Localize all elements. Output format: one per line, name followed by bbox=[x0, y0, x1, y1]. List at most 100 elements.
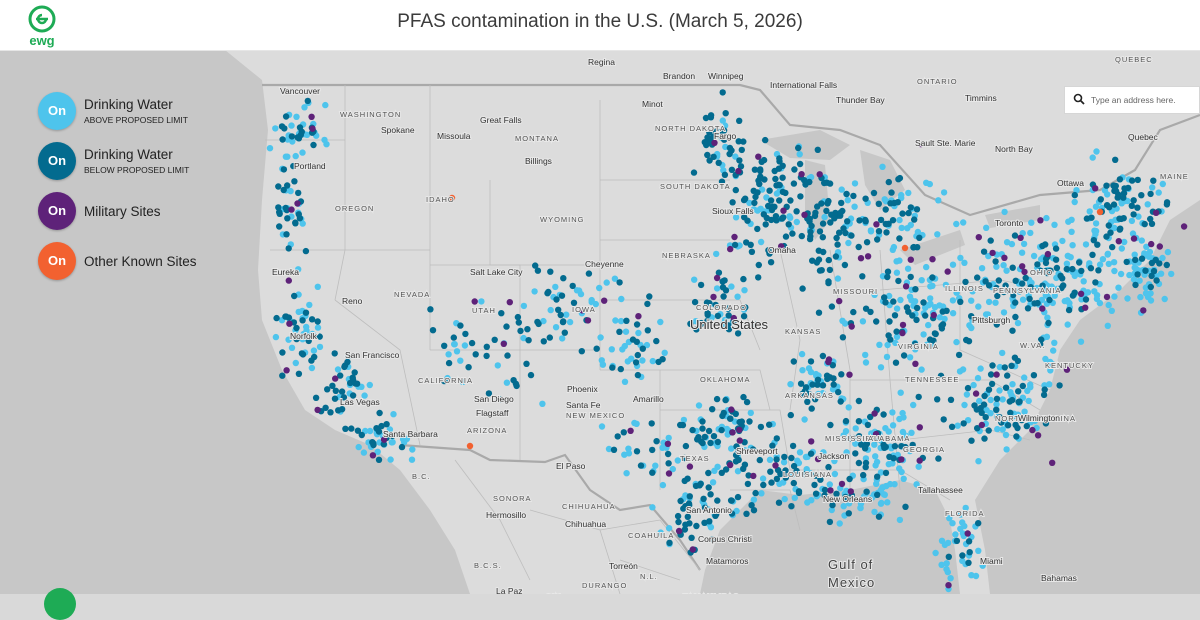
site-marker-below[interactable] bbox=[485, 390, 493, 397]
site-marker-above[interactable] bbox=[552, 283, 559, 291]
site-marker-above[interactable] bbox=[1077, 338, 1085, 345]
site-marker-below[interactable] bbox=[279, 349, 286, 356]
site-marker-below[interactable] bbox=[815, 309, 823, 316]
site-marker-above[interactable] bbox=[994, 425, 1001, 433]
site-marker-below[interactable] bbox=[945, 553, 952, 560]
site-marker-above[interactable] bbox=[295, 308, 302, 316]
site-marker-above[interactable] bbox=[944, 539, 952, 547]
site-marker-above[interactable] bbox=[563, 311, 570, 318]
site-marker-above[interactable] bbox=[612, 317, 619, 324]
site-marker-below[interactable] bbox=[1095, 267, 1102, 274]
site-marker-above[interactable] bbox=[1020, 374, 1028, 381]
site-marker-below[interactable] bbox=[709, 406, 716, 413]
site-marker-below[interactable] bbox=[681, 477, 688, 485]
site-marker-below[interactable] bbox=[848, 232, 855, 239]
site-marker-below[interactable] bbox=[907, 204, 914, 211]
site-marker-below[interactable] bbox=[934, 396, 941, 403]
site-marker-below[interactable] bbox=[295, 370, 303, 377]
site-marker-above[interactable] bbox=[272, 333, 280, 341]
military-site-marker[interactable] bbox=[1092, 185, 1099, 192]
site-marker-below[interactable] bbox=[845, 510, 852, 517]
site-marker-above[interactable] bbox=[1071, 198, 1078, 206]
site-marker-below[interactable] bbox=[629, 336, 637, 343]
military-site-marker[interactable] bbox=[848, 323, 855, 330]
military-site-marker[interactable] bbox=[978, 421, 986, 429]
site-marker-above[interactable] bbox=[938, 537, 946, 544]
site-marker-below[interactable] bbox=[940, 416, 947, 423]
military-site-marker[interactable] bbox=[369, 452, 377, 459]
military-site-marker[interactable] bbox=[635, 313, 642, 320]
site-marker-above[interactable] bbox=[796, 151, 803, 158]
site-marker-below[interactable] bbox=[354, 427, 362, 434]
site-marker-below[interactable] bbox=[765, 202, 772, 210]
site-marker-above[interactable] bbox=[1144, 201, 1151, 208]
site-marker-below[interactable] bbox=[398, 443, 406, 451]
site-marker-above[interactable] bbox=[288, 122, 295, 129]
site-marker-above[interactable] bbox=[266, 145, 274, 152]
site-marker-below[interactable] bbox=[578, 348, 585, 355]
site-marker-above[interactable] bbox=[905, 189, 912, 197]
military-site-marker[interactable] bbox=[898, 456, 905, 463]
site-marker-below[interactable] bbox=[1011, 354, 1019, 361]
site-marker-below[interactable] bbox=[715, 159, 722, 166]
site-marker-below[interactable] bbox=[788, 503, 795, 510]
site-marker-below[interactable] bbox=[324, 386, 331, 393]
site-marker-above[interactable] bbox=[949, 310, 957, 317]
site-marker-above[interactable] bbox=[453, 348, 461, 355]
site-marker-above[interactable] bbox=[1018, 249, 1026, 256]
site-marker-below[interactable] bbox=[691, 298, 699, 306]
site-marker-below[interactable] bbox=[756, 456, 763, 464]
site-marker-below[interactable] bbox=[497, 396, 505, 403]
site-marker-below[interactable] bbox=[1010, 291, 1017, 299]
site-marker-below[interactable] bbox=[1008, 362, 1015, 369]
site-marker-above[interactable] bbox=[906, 447, 914, 455]
site-marker-above[interactable] bbox=[758, 490, 765, 497]
site-marker-below[interactable] bbox=[1012, 313, 1019, 321]
site-marker-below[interactable] bbox=[890, 298, 897, 305]
site-marker-below[interactable] bbox=[338, 406, 346, 413]
military-site-marker[interactable] bbox=[801, 211, 808, 218]
site-marker-above[interactable] bbox=[873, 458, 881, 466]
military-site-marker[interactable] bbox=[314, 406, 321, 414]
site-marker-below[interactable] bbox=[832, 253, 840, 260]
site-marker-below[interactable] bbox=[743, 510, 750, 517]
site-marker-below[interactable] bbox=[1026, 295, 1033, 302]
site-marker-above[interactable] bbox=[910, 401, 917, 409]
site-marker-below[interactable] bbox=[779, 188, 787, 196]
site-marker-below[interactable] bbox=[895, 277, 902, 285]
site-marker-above[interactable] bbox=[539, 400, 546, 407]
site-marker-above[interactable] bbox=[361, 392, 368, 399]
site-marker-below[interactable] bbox=[701, 504, 709, 511]
military-site-marker[interactable] bbox=[1156, 243, 1164, 250]
site-marker-below[interactable] bbox=[885, 178, 892, 186]
site-marker-below[interactable] bbox=[837, 398, 844, 405]
toggle-other-known-sites-button[interactable]: On bbox=[38, 242, 76, 280]
site-marker-above[interactable] bbox=[957, 254, 964, 262]
site-marker-below[interactable] bbox=[623, 317, 630, 324]
site-marker-below[interactable] bbox=[305, 337, 312, 345]
site-marker-above[interactable] bbox=[314, 324, 322, 331]
site-marker-below[interactable] bbox=[964, 384, 972, 392]
military-site-marker[interactable] bbox=[871, 410, 878, 417]
site-marker-below[interactable] bbox=[1042, 259, 1050, 267]
military-site-marker[interactable] bbox=[294, 200, 301, 207]
site-marker-below[interactable] bbox=[1042, 420, 1050, 427]
site-marker-below[interactable] bbox=[888, 189, 895, 196]
site-marker-above[interactable] bbox=[721, 122, 729, 129]
site-marker-above[interactable] bbox=[1009, 381, 1016, 388]
site-marker-below[interactable] bbox=[915, 393, 922, 401]
military-site-marker[interactable] bbox=[579, 307, 586, 314]
site-marker-below[interactable] bbox=[963, 336, 970, 344]
site-marker-below[interactable] bbox=[295, 189, 302, 197]
site-marker-above[interactable] bbox=[390, 411, 397, 418]
site-marker-below[interactable] bbox=[291, 292, 298, 300]
site-marker-above[interactable] bbox=[893, 258, 900, 265]
site-marker-below[interactable] bbox=[895, 176, 902, 183]
site-marker-below[interactable] bbox=[829, 362, 836, 369]
site-marker-below[interactable] bbox=[674, 512, 682, 520]
site-marker-below[interactable] bbox=[766, 250, 773, 257]
site-marker-below[interactable] bbox=[705, 427, 713, 435]
site-marker-below[interactable] bbox=[649, 469, 656, 476]
site-marker-above[interactable] bbox=[323, 141, 330, 148]
site-marker-below[interactable] bbox=[279, 372, 286, 379]
